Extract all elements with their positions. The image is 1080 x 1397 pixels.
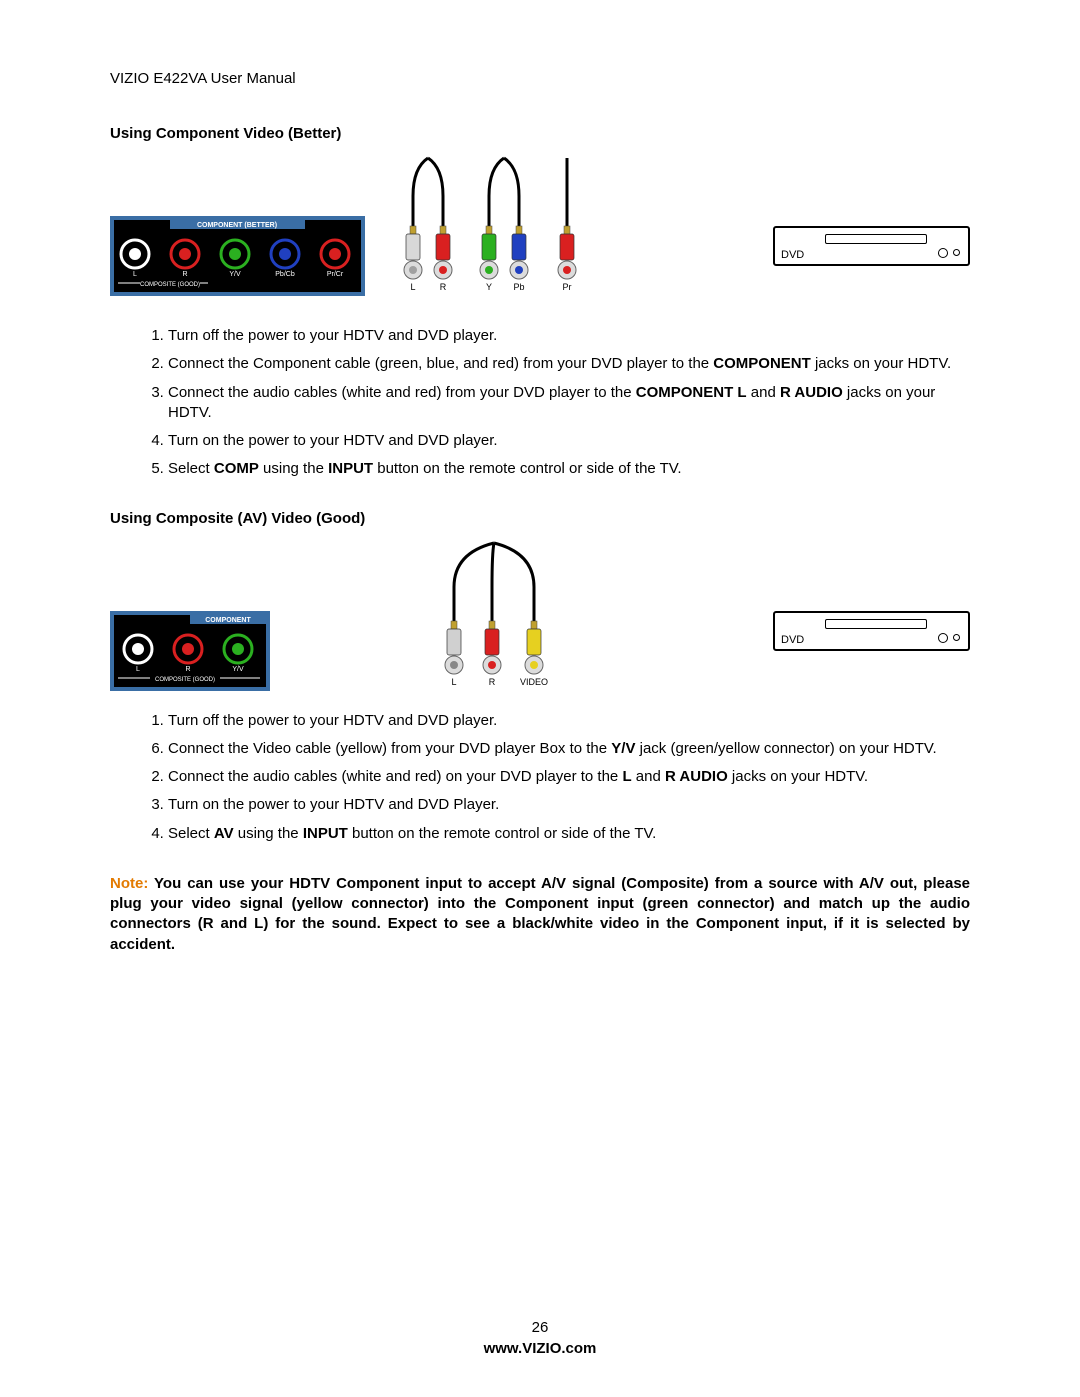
- dvd-player-icon: DVD: [773, 226, 970, 266]
- component-cables-diagram: L R Y Pb Pr: [395, 156, 613, 296]
- composite-panel-diagram: COMPONENT L R Y/V COMPOSITE (GOOD): [110, 611, 270, 691]
- svg-text:L: L: [451, 677, 456, 687]
- section1-steps: Turn off the power to your HDTV and DVD …: [110, 326, 970, 480]
- svg-text:Pb: Pb: [513, 282, 524, 292]
- svg-text:Pr/Cr: Pr/Cr: [327, 271, 344, 278]
- svg-text:L: L: [136, 666, 140, 673]
- svg-text:L: L: [133, 271, 137, 278]
- doc-header: VIZIO E422VA User Manual: [110, 70, 970, 87]
- step-item: Connect the Video cable (yellow) from yo…: [168, 739, 970, 759]
- footer-url: www.VIZIO.com: [0, 1340, 1080, 1357]
- page-number: 26: [0, 1319, 1080, 1336]
- note-body: You can use your HDTV Component input to…: [110, 875, 970, 953]
- svg-text:R: R: [185, 666, 190, 673]
- svg-text:Y/V: Y/V: [232, 666, 244, 673]
- section1-title: Using Component Video (Better): [110, 125, 970, 142]
- step-item: Turn off the power to your HDTV and DVD …: [168, 711, 970, 731]
- step-item: Turn off the power to your HDTV and DVD …: [168, 326, 970, 346]
- note-label: Note:: [110, 875, 154, 892]
- svg-text:Pr: Pr: [563, 282, 572, 292]
- svg-text:Y: Y: [486, 282, 492, 292]
- svg-text:Pb/Cb: Pb/Cb: [275, 271, 295, 278]
- svg-text:R: R: [489, 677, 496, 687]
- svg-text:L: L: [410, 282, 415, 292]
- svg-text:COMPONENT (BETTER): COMPONENT (BETTER): [197, 222, 277, 229]
- note-paragraph: Note: You can use your HDTV Component in…: [110, 874, 970, 955]
- component-panel-diagram: COMPONENT (BETTER) L R Y/V Pb/Cb Pr/Cr COMPOSI…: [110, 216, 365, 296]
- step-item: Turn on the power to your HDTV and DVD P…: [168, 795, 970, 815]
- step-item: Connect the audio cables (white and red)…: [168, 767, 970, 787]
- step-item: Select COMP using the INPUT button on th…: [168, 459, 970, 479]
- svg-text:COMPONENT: COMPONENT: [205, 617, 251, 624]
- svg-text:R: R: [182, 271, 187, 278]
- step-item: Select AV using the INPUT button on the …: [168, 824, 970, 844]
- svg-text:R: R: [440, 282, 447, 292]
- composite-cables-diagram: L R VIDEO: [430, 541, 570, 691]
- dvd-player-icon: DVD: [773, 611, 970, 651]
- section2-title: Using Composite (AV) Video (Good): [110, 510, 970, 527]
- section2-steps: Turn off the power to your HDTV and DVD …: [110, 711, 970, 844]
- dvd-label: DVD: [781, 249, 804, 261]
- section1-figures: COMPONENT (BETTER) L R Y/V Pb/Cb Pr/Cr COMPOSI…: [110, 156, 970, 296]
- page-footer: 26 www.VIZIO.com: [0, 1319, 1080, 1357]
- step-item: Connect the audio cables (white and red)…: [168, 383, 970, 424]
- svg-text:COMPOSITE (GOOD): COMPOSITE (GOOD): [140, 282, 200, 288]
- step-item: Connect the Component cable (green, blue…: [168, 354, 970, 374]
- svg-text:Y/V: Y/V: [229, 271, 241, 278]
- section2-figures: COMPONENT L R Y/V COMPOSITE (GOOD) L R VIDEO D…: [110, 541, 970, 691]
- svg-text:VIDEO: VIDEO: [520, 677, 548, 687]
- dvd-label: DVD: [781, 634, 804, 646]
- step-item: Turn on the power to your HDTV and DVD p…: [168, 431, 970, 451]
- svg-text:COMPOSITE (GOOD): COMPOSITE (GOOD): [155, 677, 215, 683]
